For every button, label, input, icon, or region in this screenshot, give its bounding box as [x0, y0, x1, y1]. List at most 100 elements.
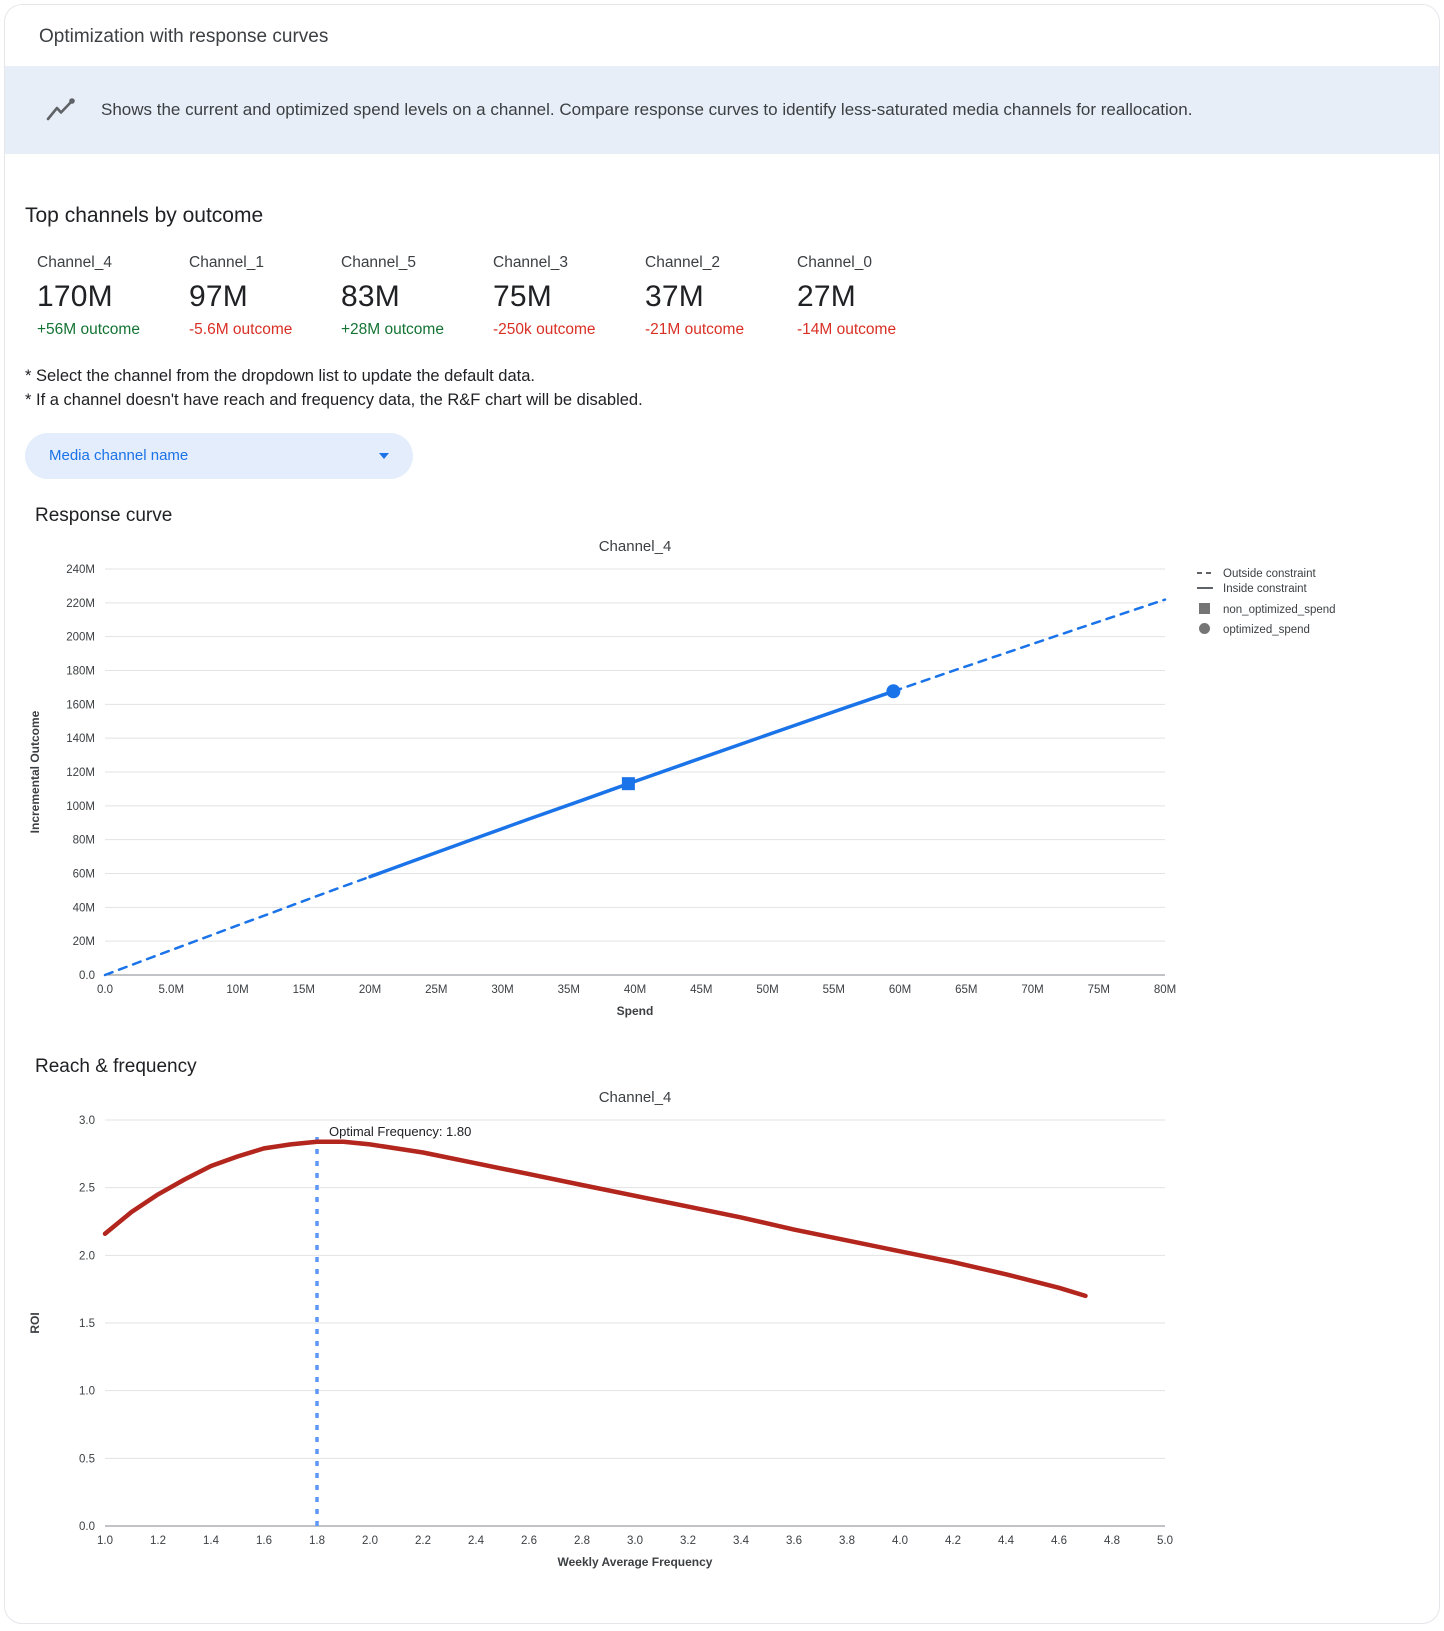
svg-text:optimized_spend: optimized_spend: [1223, 624, 1310, 636]
svg-text:0.0: 0.0: [79, 1521, 95, 1533]
svg-text:non_optimized_spend: non_optimized_spend: [1223, 604, 1336, 616]
svg-text:4.2: 4.2: [945, 1535, 961, 1547]
svg-text:Outside constraint: Outside constraint: [1223, 568, 1316, 580]
svg-text:75M: 75M: [1088, 984, 1110, 996]
page-title: Optimization with response curves: [39, 26, 329, 47]
svg-text:200M: 200M: [66, 632, 95, 644]
svg-text:1.4: 1.4: [203, 1535, 220, 1547]
channel-value: 37M: [645, 280, 704, 313]
svg-text:0.0: 0.0: [97, 984, 113, 996]
svg-text:55M: 55M: [823, 984, 845, 996]
svg-text:Channel_4: Channel_4: [599, 1089, 672, 1106]
page-header: Optimization with response curves: [5, 5, 1439, 66]
svg-text:30M: 30M: [491, 984, 513, 996]
channel-name: Channel_2: [645, 254, 720, 271]
svg-text:160M: 160M: [66, 699, 95, 711]
svg-text:240M: 240M: [66, 564, 95, 576]
svg-text:80M: 80M: [73, 835, 95, 847]
channel-delta: -14M outcome: [797, 321, 897, 338]
svg-text:Channel_4: Channel_4: [599, 538, 672, 555]
chevron-down-icon: [379, 452, 389, 459]
reach-frequency-heading: Reach & frequency: [35, 1055, 197, 1077]
svg-text:5.0M: 5.0M: [158, 984, 184, 996]
svg-text:Incremental Outcome: Incremental Outcome: [28, 710, 42, 833]
svg-text:3.8: 3.8: [839, 1535, 855, 1547]
banner-text: Shows the current and optimized spend le…: [101, 100, 1193, 120]
svg-text:2.6: 2.6: [521, 1535, 537, 1547]
svg-text:5.0: 5.0: [1157, 1535, 1173, 1547]
svg-text:0.5: 0.5: [79, 1453, 95, 1465]
svg-text:1.8: 1.8: [309, 1535, 325, 1547]
insights-icon: [45, 96, 77, 124]
svg-text:1.5: 1.5: [79, 1318, 95, 1330]
channel-value: 27M: [797, 280, 856, 313]
channel-name: Channel_0: [797, 254, 872, 271]
svg-text:15M: 15M: [293, 984, 315, 996]
svg-text:3.2: 3.2: [680, 1535, 696, 1547]
optimization-report-card: Optimization with response curves Shows …: [4, 4, 1440, 1624]
svg-text:2.4: 2.4: [468, 1535, 485, 1547]
svg-text:4.8: 4.8: [1104, 1535, 1120, 1547]
svg-text:2.8: 2.8: [574, 1535, 590, 1547]
svg-text:2.0: 2.0: [362, 1535, 378, 1547]
media-channel-dropdown[interactable]: Media channel name: [25, 432, 413, 479]
channel-name: Channel_3: [493, 254, 568, 271]
info-banner: Shows the current and optimized spend le…: [5, 66, 1439, 154]
svg-text:3.4: 3.4: [733, 1535, 750, 1547]
svg-text:120M: 120M: [66, 767, 95, 779]
svg-text:4.4: 4.4: [998, 1535, 1015, 1547]
svg-text:2.5: 2.5: [79, 1183, 95, 1195]
svg-text:60M: 60M: [73, 868, 95, 880]
response-curve-heading: Response curve: [35, 504, 173, 526]
svg-text:4.0: 4.0: [892, 1535, 908, 1547]
svg-text:25M: 25M: [425, 984, 447, 996]
svg-text:Spend: Spend: [617, 1004, 654, 1018]
channel-card: Channel_4 170M +56M outcome: [37, 254, 189, 339]
dropdown-label: Media channel name: [49, 447, 189, 465]
channel-value: 97M: [189, 280, 248, 313]
channel-card: Channel_2 37M -21M outcome: [645, 254, 797, 339]
svg-text:3.6: 3.6: [786, 1535, 802, 1547]
svg-text:80M: 80M: [1154, 984, 1176, 996]
channel-value: 75M: [493, 280, 552, 313]
svg-text:10M: 10M: [226, 984, 248, 996]
svg-text:0.0: 0.0: [79, 970, 95, 982]
svg-text:Weekly Average Frequency: Weekly Average Frequency: [558, 1555, 713, 1569]
svg-text:Optimal Frequency: 1.80: Optimal Frequency: 1.80: [329, 1124, 471, 1139]
channel-name: Channel_1: [189, 254, 264, 271]
channel-card: Channel_0 27M -14M outcome: [797, 254, 949, 339]
svg-text:4.6: 4.6: [1051, 1535, 1067, 1547]
channel-delta: +28M outcome: [341, 321, 444, 338]
channel-value: 170M: [37, 280, 113, 313]
svg-text:2.0: 2.0: [79, 1250, 95, 1262]
response-curve-chart: 0.0 20M 40M 60M 80M 100M 120M 140M 160M 180M 200M 2…: [25, 533, 1419, 1030]
svg-text:1.0: 1.0: [97, 1535, 113, 1547]
note-line: * If a channel doesn't have reach and fr…: [25, 390, 643, 409]
svg-text:40M: 40M: [624, 984, 646, 996]
channel-card: Channel_3 75M -250k outcome: [493, 254, 645, 339]
svg-text:50M: 50M: [756, 984, 778, 996]
channel-delta: -5.6M outcome: [189, 321, 293, 338]
channel-value: 83M: [341, 280, 400, 313]
svg-text:3.0: 3.0: [627, 1535, 643, 1547]
svg-text:70M: 70M: [1021, 984, 1043, 996]
footnotes: * Select the channel from the dropdown l…: [25, 365, 1419, 413]
svg-text:2.2: 2.2: [415, 1535, 431, 1547]
channel-card: Channel_5 83M +28M outcome: [341, 254, 493, 339]
channel-name: Channel_5: [341, 254, 416, 271]
svg-text:100M: 100M: [66, 801, 95, 813]
svg-text:20M: 20M: [359, 984, 381, 996]
svg-text:20M: 20M: [73, 936, 95, 948]
svg-text:140M: 140M: [66, 733, 95, 745]
main-content: Top channels by outcome Channel_4 170M +…: [5, 154, 1439, 1621]
svg-text:1.2: 1.2: [150, 1535, 166, 1547]
svg-text:65M: 65M: [955, 984, 977, 996]
svg-text:1.6: 1.6: [256, 1535, 272, 1547]
svg-text:180M: 180M: [66, 665, 95, 677]
svg-text:3.0: 3.0: [79, 1115, 95, 1127]
reach-frequency-chart: 0.0 0.5 1.0 1.5 2.0 2.5 3.0 1.0 1.2 1.4 1.6 1.8 2.0 2…: [25, 1084, 1419, 1581]
svg-text:60M: 60M: [889, 984, 911, 996]
svg-text:1.0: 1.0: [79, 1386, 95, 1398]
note-line: * Select the channel from the dropdown l…: [25, 367, 536, 385]
svg-text:40M: 40M: [73, 902, 95, 914]
